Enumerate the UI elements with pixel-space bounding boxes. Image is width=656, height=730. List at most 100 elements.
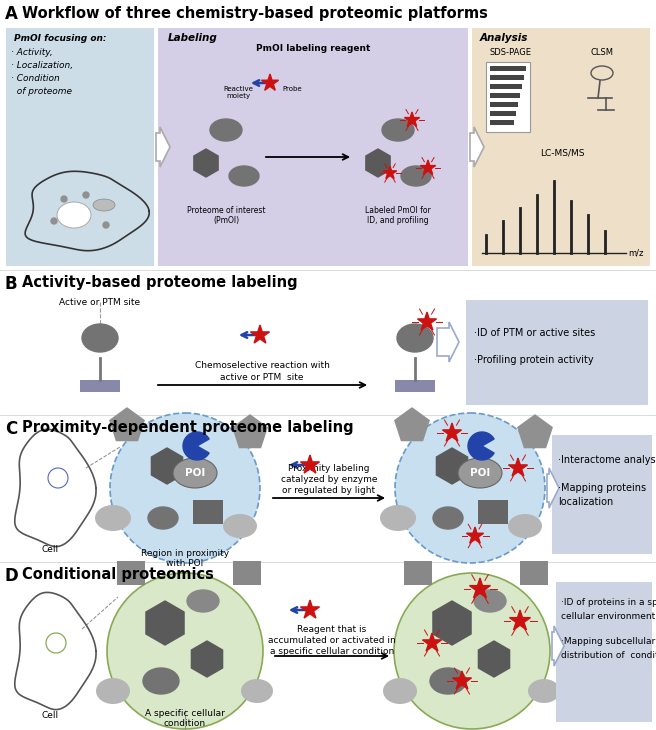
Text: ·Mapping subcellular: ·Mapping subcellular — [561, 637, 655, 646]
Text: ID, and profiling: ID, and profiling — [367, 216, 429, 225]
Circle shape — [83, 192, 89, 198]
Text: with POI: with POI — [167, 559, 203, 568]
Circle shape — [103, 222, 109, 228]
Text: distribution of  condition: distribution of condition — [561, 651, 656, 660]
Text: (PmOI): (PmOI) — [213, 216, 239, 225]
Polygon shape — [233, 415, 267, 447]
FancyBboxPatch shape — [404, 561, 432, 585]
Text: Proteome of interest: Proteome of interest — [187, 206, 265, 215]
Text: Region in proximity: Region in proximity — [141, 549, 229, 558]
Ellipse shape — [433, 507, 463, 529]
Polygon shape — [300, 455, 319, 473]
Text: cellular environment: cellular environment — [561, 612, 655, 621]
FancyBboxPatch shape — [520, 561, 548, 585]
Polygon shape — [156, 127, 170, 167]
Ellipse shape — [143, 668, 179, 694]
Polygon shape — [110, 408, 144, 441]
Polygon shape — [192, 641, 222, 677]
Text: Proximity labeling: Proximity labeling — [288, 464, 370, 473]
FancyBboxPatch shape — [395, 380, 435, 392]
Text: · Activity,: · Activity, — [11, 48, 52, 57]
Ellipse shape — [397, 324, 433, 352]
Text: CLSM: CLSM — [590, 48, 613, 57]
Text: Reagent that is: Reagent that is — [297, 625, 367, 634]
Text: of proteome: of proteome — [11, 87, 72, 96]
Polygon shape — [468, 432, 494, 460]
Polygon shape — [547, 468, 559, 508]
FancyBboxPatch shape — [117, 561, 145, 585]
FancyBboxPatch shape — [552, 435, 652, 554]
Polygon shape — [518, 415, 552, 447]
Polygon shape — [470, 578, 491, 598]
Polygon shape — [510, 610, 531, 630]
Ellipse shape — [96, 678, 130, 704]
Text: ·Profiling protein activity: ·Profiling protein activity — [474, 355, 594, 365]
Text: Probe: Probe — [282, 86, 302, 92]
Polygon shape — [420, 160, 436, 174]
Text: Analysis: Analysis — [480, 33, 528, 43]
FancyBboxPatch shape — [556, 582, 652, 722]
Polygon shape — [453, 671, 472, 689]
Polygon shape — [262, 74, 279, 91]
Text: LC-MS/MS: LC-MS/MS — [540, 148, 584, 157]
Text: D: D — [5, 567, 19, 585]
Polygon shape — [478, 641, 510, 677]
Ellipse shape — [383, 678, 417, 704]
Polygon shape — [466, 527, 483, 543]
Ellipse shape — [187, 590, 219, 612]
Ellipse shape — [229, 166, 259, 186]
Ellipse shape — [508, 514, 542, 538]
Text: condition: condition — [164, 719, 206, 728]
Text: localization: localization — [558, 497, 613, 507]
Ellipse shape — [458, 458, 502, 488]
Polygon shape — [443, 423, 462, 441]
FancyBboxPatch shape — [490, 75, 524, 80]
Text: Activity-based proteome labeling: Activity-based proteome labeling — [22, 275, 298, 290]
Ellipse shape — [60, 205, 88, 225]
FancyBboxPatch shape — [472, 28, 650, 266]
Text: Active or PTM site: Active or PTM site — [60, 298, 140, 307]
Polygon shape — [251, 325, 270, 343]
Text: accumulated or activated in: accumulated or activated in — [268, 636, 396, 645]
Circle shape — [107, 573, 263, 729]
Polygon shape — [404, 112, 420, 126]
Polygon shape — [422, 633, 441, 651]
Text: catalyzed by enzyme: catalyzed by enzyme — [281, 475, 377, 484]
Circle shape — [395, 413, 545, 563]
Text: POI: POI — [185, 468, 205, 478]
Text: PmOI focusing on:: PmOI focusing on: — [14, 34, 106, 43]
FancyBboxPatch shape — [158, 28, 468, 266]
Text: ·Mapping proteins: ·Mapping proteins — [558, 483, 646, 493]
Text: C: C — [5, 420, 17, 438]
FancyBboxPatch shape — [490, 84, 522, 89]
Ellipse shape — [430, 668, 466, 694]
Text: ·ID of proteins in a specific: ·ID of proteins in a specific — [561, 598, 656, 607]
Circle shape — [110, 413, 260, 563]
FancyBboxPatch shape — [466, 300, 648, 405]
Polygon shape — [194, 149, 218, 177]
Circle shape — [61, 196, 67, 202]
Ellipse shape — [82, 324, 118, 352]
Text: Cell: Cell — [41, 711, 58, 720]
Polygon shape — [383, 166, 397, 179]
Text: Cell: Cell — [41, 545, 58, 554]
FancyBboxPatch shape — [478, 500, 508, 524]
Text: B: B — [5, 275, 18, 293]
Polygon shape — [436, 448, 468, 484]
Ellipse shape — [210, 119, 242, 141]
Polygon shape — [183, 432, 209, 460]
Polygon shape — [146, 601, 184, 645]
FancyBboxPatch shape — [490, 120, 514, 125]
Text: Chemoselective reaction with: Chemoselective reaction with — [195, 361, 329, 370]
Ellipse shape — [241, 679, 273, 703]
Text: ·Interactome analysis: ·Interactome analysis — [558, 455, 656, 465]
Polygon shape — [552, 626, 564, 666]
Text: Labeling: Labeling — [168, 33, 218, 43]
Text: ·ID of PTM or active sites: ·ID of PTM or active sites — [474, 328, 595, 338]
Polygon shape — [152, 448, 182, 484]
Polygon shape — [470, 127, 484, 167]
Ellipse shape — [93, 199, 115, 211]
FancyBboxPatch shape — [193, 500, 223, 524]
Ellipse shape — [401, 166, 431, 186]
Ellipse shape — [382, 119, 414, 141]
